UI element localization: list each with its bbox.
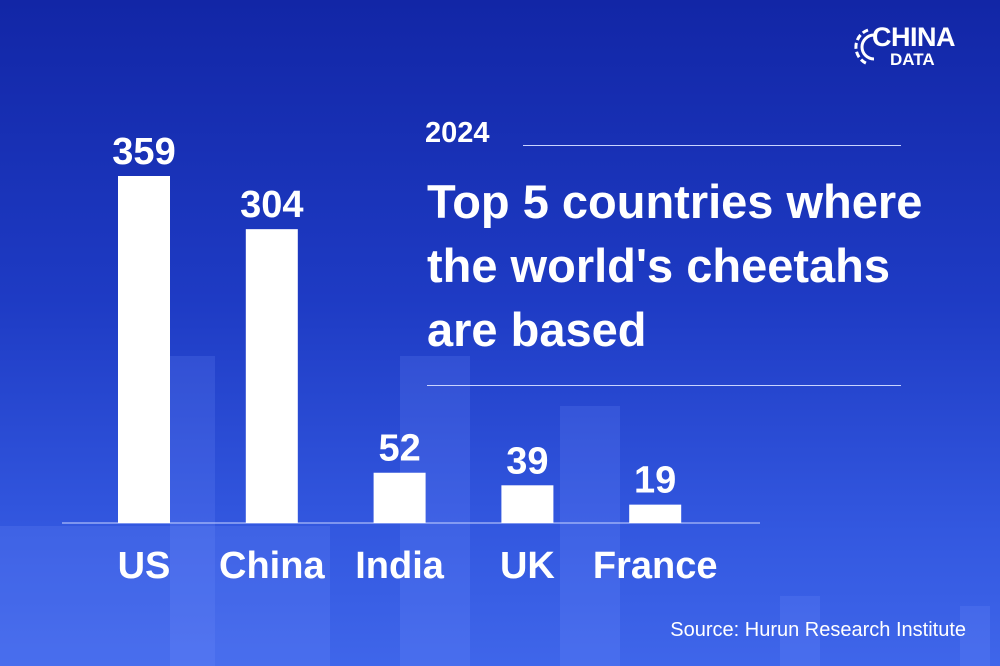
background-building	[170, 356, 215, 666]
background-building	[560, 406, 620, 666]
china-data-logo: CHINA DATA	[850, 22, 970, 72]
category-label: China	[219, 545, 325, 587]
year-label: 2024	[425, 117, 490, 149]
background-building	[0, 526, 330, 666]
bar-china	[245, 229, 298, 523]
category-label: France	[593, 545, 718, 587]
divider	[523, 145, 901, 146]
category-label: India	[355, 545, 445, 587]
category-label: UK	[500, 545, 555, 587]
data-label: 19	[634, 460, 676, 502]
logo-text: CHINA	[872, 22, 956, 52]
category-label: US	[118, 545, 171, 587]
data-label: 52	[378, 428, 420, 470]
data-label: 304	[240, 184, 303, 226]
background-building	[780, 596, 820, 666]
background-building	[960, 606, 990, 666]
chart-title: Top 5 countries where the world's cheeta…	[427, 175, 923, 356]
logo-subtext: DATA	[890, 50, 935, 69]
signal-arcs-icon	[854, 28, 875, 66]
bar-india	[373, 472, 426, 523]
bar-france	[629, 504, 682, 523]
bar-uk	[501, 485, 554, 523]
divider	[427, 385, 901, 386]
data-label: 359	[112, 131, 175, 173]
data-label: 39	[506, 440, 548, 482]
bar-us	[118, 176, 170, 523]
source-note: Source: Hurun Research Institute	[670, 619, 966, 641]
